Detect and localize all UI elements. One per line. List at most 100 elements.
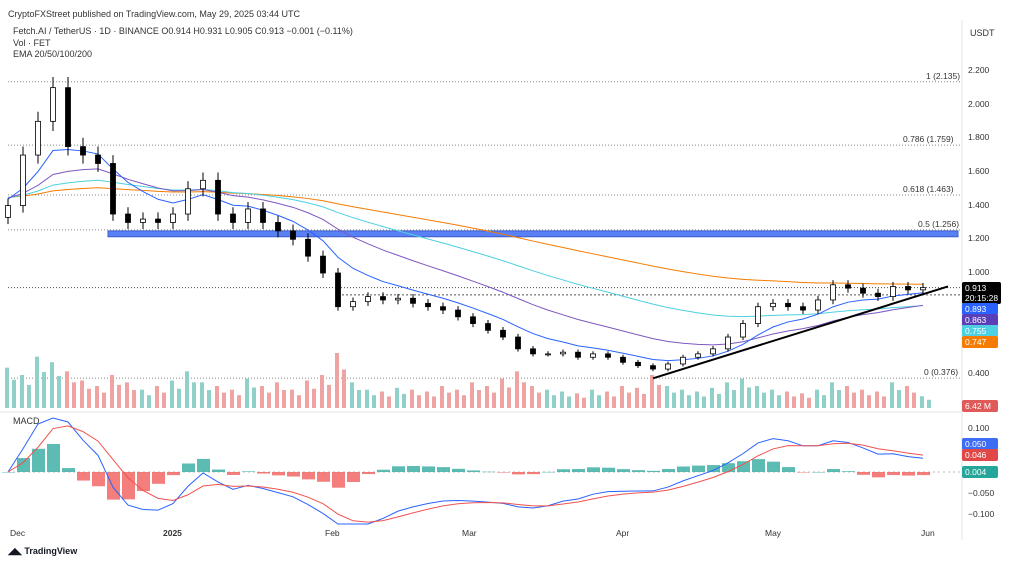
candle	[740, 323, 746, 338]
macd-histogram-bar	[782, 467, 795, 472]
volume-bar	[87, 388, 91, 408]
volume-bar	[680, 389, 684, 408]
candle	[350, 301, 356, 308]
candle	[425, 302, 431, 308]
candle	[680, 356, 686, 365]
volume-bar	[245, 378, 249, 408]
volume-bar	[417, 395, 421, 408]
last-price-tag: 0.913 20:15:28	[962, 282, 1002, 304]
volume-bar	[207, 390, 211, 408]
tradingview-logo[interactable]: ◢◣ TradingView	[8, 546, 77, 557]
volume-bar	[57, 375, 61, 408]
ema20-tag: 0.893	[962, 303, 998, 315]
macd-histogram-bar	[62, 468, 75, 472]
macd-histogram-bar	[587, 467, 600, 472]
price-tick: 1.600	[968, 165, 990, 176]
volume-bar	[290, 389, 294, 408]
tradingview-logo-icon: ◢◣	[8, 546, 25, 556]
candle	[95, 154, 101, 164]
candle	[770, 302, 776, 308]
macd-histogram-bar	[347, 472, 360, 482]
candle	[800, 306, 806, 311]
macd-histogram-bar	[842, 471, 855, 472]
volume-bar	[192, 382, 196, 408]
candle	[170, 213, 176, 223]
price-tick: 2.200	[968, 64, 990, 75]
volume-bar	[95, 386, 99, 408]
macd-tick: 0.100	[968, 423, 990, 433]
macd-histogram-bar	[677, 466, 690, 472]
candle	[230, 213, 236, 223]
candle	[920, 287, 926, 291]
volume-bar	[575, 393, 579, 408]
volume-bar	[492, 392, 496, 408]
signal-line	[7, 425, 924, 523]
volume-bar	[537, 392, 541, 408]
candle	[575, 351, 581, 358]
macd-histogram-bar	[17, 458, 30, 472]
volume-bar	[432, 396, 436, 408]
macd-histogram-bar	[857, 472, 870, 475]
macd-histogram-bar	[512, 472, 525, 475]
volume-bar	[455, 389, 459, 408]
volume-bar	[162, 392, 166, 408]
volume-legend[interactable]: Vol · FET	[13, 38, 51, 48]
volume-bar	[470, 382, 474, 408]
ema50-tag: 0.863	[962, 314, 998, 326]
candle	[755, 306, 761, 324]
volume-bar	[260, 386, 264, 408]
macd-histogram-bar	[287, 472, 300, 477]
volume-bar	[380, 391, 384, 408]
volume-bar	[102, 392, 106, 408]
ema200-line	[7, 187, 924, 285]
volume-bar	[117, 384, 121, 408]
volume-bar	[500, 378, 504, 408]
macd-histogram-bar	[527, 472, 540, 475]
macd-histogram-bar	[377, 469, 390, 472]
volume-bar	[185, 371, 189, 408]
macd-histogram-bar	[572, 468, 585, 472]
macd-histogram-bar	[737, 461, 750, 472]
macd-histogram-bar	[902, 472, 915, 476]
price-tick: 2.000	[968, 98, 990, 109]
volume-bar	[710, 387, 714, 408]
last-price: 0.913	[965, 283, 987, 293]
macd-histogram-bar	[227, 472, 240, 475]
volume-bar	[635, 387, 639, 408]
support-zone	[107, 230, 959, 238]
volume-bar	[695, 391, 699, 408]
volume-bar	[747, 387, 751, 408]
candle	[290, 230, 296, 240]
candle	[545, 353, 551, 356]
volume-bar	[837, 390, 841, 408]
volume-bar	[320, 375, 324, 408]
macd-histogram-bar	[752, 459, 765, 472]
candle	[335, 272, 341, 308]
candle	[35, 120, 41, 156]
ema100-tag: 0.755	[962, 325, 998, 337]
macd-histogram-bar	[647, 470, 660, 472]
volume-bar	[297, 395, 301, 408]
volume-bar	[305, 380, 309, 408]
candle	[815, 299, 821, 311]
macd-line	[7, 417, 924, 525]
volume-bar	[237, 395, 241, 408]
macd-histogram-bar	[167, 472, 180, 476]
macd-histogram-bar	[182, 463, 195, 472]
volume-bar	[267, 392, 271, 408]
volume-bar	[597, 395, 601, 408]
volume-bar	[927, 399, 931, 408]
volume-bar	[80, 380, 84, 408]
macd-histogram-bar	[917, 472, 930, 476]
candle	[275, 222, 281, 232]
candle	[650, 365, 656, 370]
macd-histogram-bar	[692, 465, 705, 472]
volume-bar	[725, 382, 729, 408]
macd-legend[interactable]: MACD	[13, 416, 40, 426]
volume-bar	[912, 392, 916, 408]
volume-bar	[462, 395, 466, 408]
macd-histogram-bar	[77, 472, 90, 481]
ema-legend[interactable]: EMA 20/50/100/200	[13, 49, 93, 59]
candle	[65, 87, 71, 148]
